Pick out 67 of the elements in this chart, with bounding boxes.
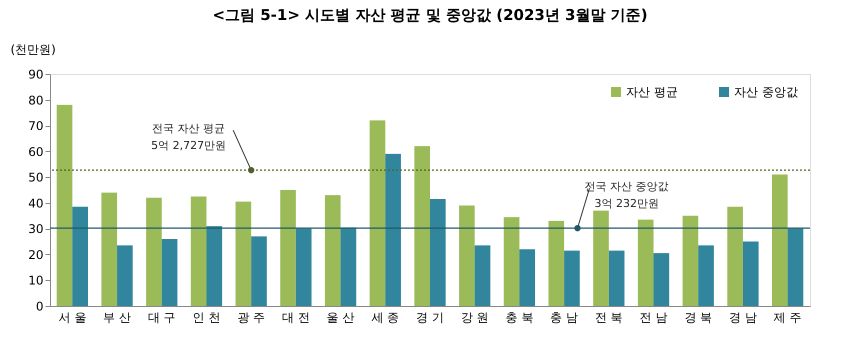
x-tick-label: 전 남 bbox=[640, 310, 668, 324]
x-tick-label: 인 천 bbox=[192, 310, 220, 324]
bar bbox=[56, 104, 72, 306]
bar bbox=[146, 198, 162, 306]
y-tick-label: 10 bbox=[28, 274, 44, 288]
x-tick-label: 경 북 bbox=[684, 310, 712, 324]
bar bbox=[564, 250, 580, 306]
bar bbox=[654, 253, 670, 306]
y-tick-label: 70 bbox=[28, 119, 44, 134]
bar bbox=[548, 220, 564, 306]
y-tick-label: 80 bbox=[28, 93, 44, 108]
y-tick-label: 60 bbox=[28, 144, 44, 159]
bar bbox=[593, 210, 609, 306]
x-tick-label: 부 산 bbox=[103, 310, 131, 324]
y-tick-label: 90 bbox=[28, 68, 44, 82]
bar bbox=[519, 249, 536, 306]
x-tick-label: 세 종 bbox=[371, 310, 400, 324]
bar bbox=[162, 238, 178, 306]
bar bbox=[430, 199, 446, 306]
bar bbox=[385, 154, 401, 306]
bar bbox=[638, 220, 654, 306]
bar bbox=[742, 242, 759, 306]
y-axis-title: (천만원) bbox=[10, 42, 56, 56]
bar bbox=[608, 250, 624, 306]
bar bbox=[414, 146, 430, 306]
x-tick-label: 경 기 bbox=[416, 310, 444, 324]
y-tick-label: 20 bbox=[28, 248, 44, 262]
bar bbox=[206, 226, 222, 306]
y-tick-label: 40 bbox=[28, 196, 44, 210]
bar bbox=[772, 174, 788, 306]
bar bbox=[236, 202, 252, 306]
bar bbox=[190, 196, 206, 306]
x-tick-label: 서 울 bbox=[58, 310, 86, 324]
bar bbox=[788, 228, 804, 306]
bar bbox=[324, 195, 341, 306]
x-tick-label: 울 산 bbox=[326, 310, 354, 324]
ref-line-label: 전국 자산 중앙값 3억 232만원 bbox=[584, 180, 669, 210]
bar bbox=[698, 245, 714, 306]
bar bbox=[251, 236, 267, 306]
bar bbox=[296, 228, 312, 306]
x-tick-label: 충 북 bbox=[506, 310, 534, 324]
bar bbox=[101, 192, 118, 306]
bar bbox=[370, 120, 386, 306]
bar bbox=[504, 217, 520, 306]
bar bbox=[727, 206, 743, 306]
bar bbox=[117, 245, 133, 306]
x-tick-label: 광 주 bbox=[237, 310, 266, 324]
bar bbox=[280, 190, 296, 306]
y-tick-label: 30 bbox=[28, 222, 44, 236]
legend-label: 자산 중앙값 bbox=[734, 85, 798, 99]
bar bbox=[340, 227, 356, 306]
x-tick-label: 강 원 bbox=[460, 310, 489, 324]
x-tick-label: 대 전 bbox=[282, 310, 310, 324]
x-tick-label: 경 남 bbox=[729, 310, 757, 324]
chart-title: <그림 5-1> 시도별 자산 평균 및 중앙값 (2023년 3월말 기준) bbox=[212, 6, 648, 24]
y-tick-label: 0 bbox=[36, 300, 44, 314]
bar bbox=[459, 205, 475, 306]
x-tick-label: 제 주 bbox=[774, 310, 802, 324]
y-tick-label: 50 bbox=[28, 170, 44, 185]
bar bbox=[682, 216, 698, 306]
bar bbox=[72, 206, 88, 306]
ref-line-label: 전국 자산 평균 5억 2,727만원 bbox=[151, 122, 226, 152]
x-tick-label: 전 북 bbox=[594, 310, 623, 324]
x-tick-label: 충 남 bbox=[550, 310, 578, 324]
x-tick-label: 대 구 bbox=[148, 310, 176, 324]
legend-label: 자산 평균 bbox=[626, 85, 678, 99]
bar bbox=[474, 245, 490, 306]
